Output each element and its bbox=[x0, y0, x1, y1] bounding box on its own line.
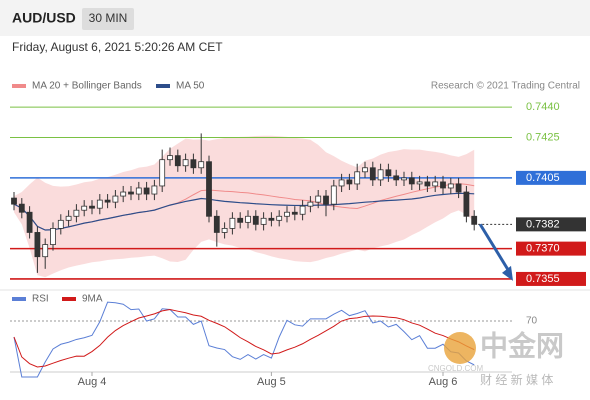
candle-body bbox=[174, 155, 181, 167]
level-label-box bbox=[516, 170, 586, 185]
ma50-line bbox=[13, 192, 475, 231]
candle-body bbox=[346, 179, 353, 185]
candle-body bbox=[276, 215, 283, 221]
candle-body bbox=[245, 215, 251, 223]
candle-body bbox=[104, 199, 111, 203]
candle-body bbox=[323, 195, 329, 205]
candle-body bbox=[120, 191, 127, 197]
level-label: 0.7370 bbox=[526, 243, 560, 255]
level-label: 0.7382 bbox=[526, 218, 560, 230]
candle-body bbox=[440, 181, 446, 189]
candle-body bbox=[299, 205, 306, 215]
candle-body bbox=[34, 232, 41, 258]
level-label-box bbox=[516, 241, 586, 256]
legend-label: MA 50 bbox=[176, 81, 205, 92]
candle-body bbox=[81, 205, 88, 211]
candle-body bbox=[338, 179, 345, 187]
candle-body bbox=[362, 167, 368, 173]
watermark-url: CNGOLD.COM bbox=[428, 364, 483, 373]
candle-body bbox=[315, 195, 322, 203]
legend-swatch bbox=[156, 84, 170, 88]
timestamp: Friday, August 6, 2021 5:20:26 AM CET bbox=[12, 40, 223, 54]
x-tick-label: Aug 6 bbox=[429, 376, 458, 388]
candle-body bbox=[221, 228, 228, 233]
candle-body bbox=[96, 199, 103, 209]
rsi-tick-label: 70 bbox=[526, 316, 538, 327]
candle-body bbox=[307, 201, 314, 207]
candle-body bbox=[11, 197, 17, 205]
candle-body bbox=[198, 161, 205, 169]
candle-body bbox=[416, 181, 423, 185]
level-label-box bbox=[516, 271, 586, 286]
legend-swatch bbox=[12, 84, 26, 88]
level-label: 0.7355 bbox=[526, 273, 560, 285]
candle-body bbox=[424, 181, 431, 187]
legend-label: MA 20 + Bollinger Bands bbox=[32, 81, 142, 92]
legend-label: 9MA bbox=[82, 294, 103, 305]
level-label-box bbox=[516, 217, 586, 232]
candle-body bbox=[385, 169, 392, 177]
watermark-logo bbox=[444, 332, 476, 364]
rsi-line bbox=[13, 301, 475, 378]
candle-body bbox=[73, 209, 80, 217]
timeframe: 30 MIN bbox=[89, 11, 128, 25]
candle-body bbox=[408, 177, 415, 185]
watermark-name: 中金网 bbox=[480, 329, 564, 361]
legend-swatch bbox=[12, 297, 26, 301]
candle-body bbox=[432, 181, 439, 187]
candle-body bbox=[291, 211, 298, 215]
candle-body bbox=[57, 219, 64, 229]
forecast-arrow bbox=[478, 223, 512, 274]
candle-body bbox=[89, 205, 95, 209]
candle-body bbox=[26, 211, 33, 233]
timeframe-badge bbox=[82, 8, 134, 30]
candle-body bbox=[284, 211, 290, 217]
candle-body bbox=[128, 191, 134, 195]
candle-body bbox=[393, 175, 400, 181]
candle-body bbox=[354, 171, 361, 185]
candle-body bbox=[213, 215, 220, 233]
candle-body bbox=[330, 185, 337, 205]
candle-body bbox=[143, 187, 150, 195]
candle-body bbox=[268, 217, 275, 221]
candle-body bbox=[252, 215, 259, 225]
candle-body bbox=[455, 183, 462, 193]
candle-body bbox=[377, 169, 384, 181]
candle-body bbox=[190, 159, 197, 169]
candle-body bbox=[471, 215, 478, 225]
candle-body bbox=[167, 155, 173, 161]
candle-body bbox=[401, 177, 407, 181]
candle-body bbox=[463, 191, 470, 217]
candle-body bbox=[135, 187, 142, 195]
candle-body bbox=[65, 215, 72, 221]
bollinger-band bbox=[14, 135, 475, 278]
rsi-ma-line bbox=[13, 309, 475, 368]
candle-body bbox=[151, 185, 158, 195]
candle-body bbox=[159, 159, 166, 187]
candle-body bbox=[447, 183, 454, 189]
candle-body bbox=[260, 217, 267, 225]
candle-body bbox=[42, 244, 49, 258]
candle-body bbox=[18, 203, 25, 213]
candle-body bbox=[112, 195, 119, 203]
forecast-arrowhead bbox=[502, 265, 513, 281]
x-tick-label: Aug 4 bbox=[78, 376, 107, 388]
legend-label: RSI bbox=[32, 294, 49, 305]
candle-body bbox=[369, 167, 376, 181]
candle-body bbox=[206, 161, 212, 217]
candle-body bbox=[237, 217, 244, 223]
candle-body bbox=[229, 217, 236, 229]
candle-body bbox=[50, 228, 56, 245]
symbol: AUD/USD bbox=[12, 10, 76, 26]
x-tick-label: Aug 5 bbox=[257, 376, 286, 388]
level-label: 0.7425 bbox=[526, 131, 560, 143]
level-label: 0.7440 bbox=[526, 101, 560, 113]
candle-body bbox=[182, 159, 189, 167]
watermark-slogan: 财 经 新 媒 体 bbox=[480, 372, 553, 387]
legend-swatch bbox=[62, 297, 76, 301]
source: Research © 2021 Trading Central bbox=[431, 81, 580, 92]
level-label: 0.7405 bbox=[526, 172, 560, 184]
